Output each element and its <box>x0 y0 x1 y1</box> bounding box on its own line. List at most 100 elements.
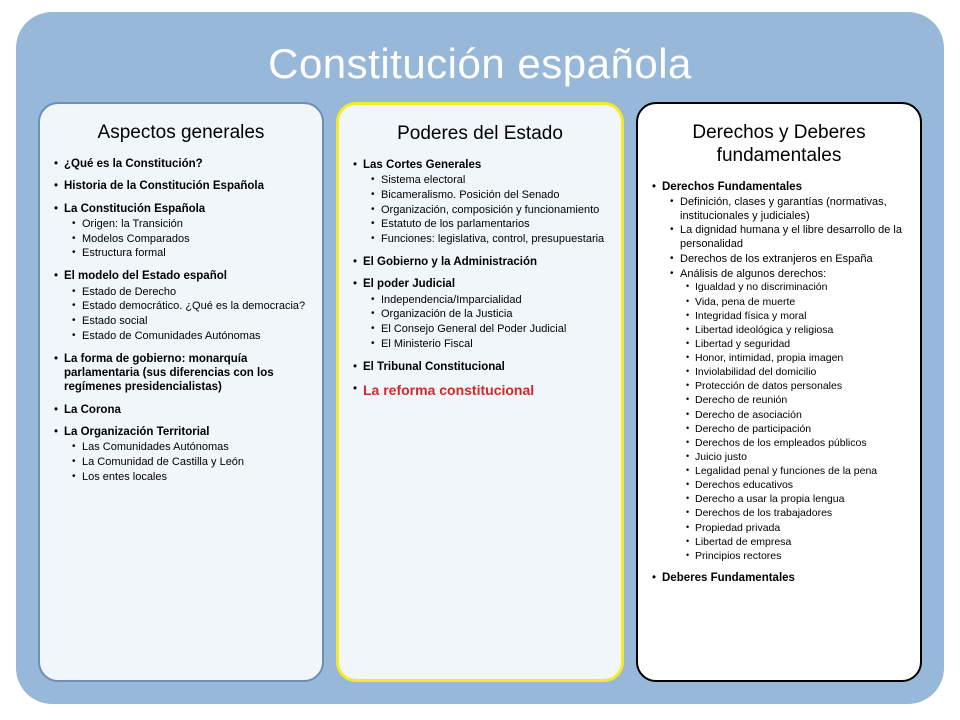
list-item: Juicio justo <box>686 451 908 464</box>
list-item-label: Libertad y seguridad <box>695 338 790 350</box>
list-level-1: ¿Qué es la Constitución? Historia de la C… <box>52 157 310 485</box>
list-item: La Comunidad de Castilla y León <box>72 456 310 470</box>
list-level-2: Origen: la Transición Modelos Comparados E… <box>64 218 310 261</box>
list-item-label: Derecho de reunión <box>695 394 787 406</box>
list-item: Protección de datos personales <box>686 380 908 393</box>
list-item: Análisis de algunos derechos:Igualdad y … <box>670 268 908 563</box>
list-item-label: Estado de Derecho <box>82 286 176 298</box>
list-item: Historia de la Constitución Española <box>54 179 310 193</box>
list-item-label: Estado de Comunidades Autónomas <box>82 330 261 342</box>
list-item: Independencia/Imparcialidad <box>371 294 609 308</box>
list-item: Derecho de asociación <box>686 409 908 422</box>
list-item: Organización, composición y funcionamien… <box>371 204 609 218</box>
list-item: Estado de Comunidades Autónomas <box>72 330 310 344</box>
list-item-label: Estado democrático. ¿Qué es la democraci… <box>82 300 305 312</box>
list-item-label: Los entes locales <box>82 471 167 483</box>
list-item-label: Derecho de asociación <box>695 409 802 421</box>
list-item-label: Deberes Fundamentales <box>662 572 795 584</box>
list-item-label: Integridad física y moral <box>695 310 806 322</box>
list-item-label: Derechos educativos <box>695 479 793 491</box>
list-item-label: La Comunidad de Castilla y León <box>82 456 244 468</box>
list-item: La Organización Territorial Las Comunidad… <box>54 425 310 485</box>
column-header: Derechos y Deberes fundamentales <box>650 122 908 168</box>
list-item: Legalidad penal y funciones de la pena <box>686 465 908 478</box>
list-item-label: Libertad de empresa <box>695 536 791 548</box>
list-item-label: Vida, pena de muerte <box>695 296 795 308</box>
column-poderes-del-estado: Poderes del Estado Las Cortes Generales Si… <box>336 102 624 682</box>
list-item: Libertad y seguridad <box>686 338 908 351</box>
column-aspectos-generales: Aspectos generales ¿Qué es la Constitució… <box>38 102 324 682</box>
list-item: La dignidad humana y el libre desarrollo… <box>670 224 908 252</box>
list-item-label: Estructura formal <box>82 247 166 259</box>
list-item-label: El modelo del Estado español <box>64 270 227 282</box>
list-item-label: Inviolabilidad del domicilio <box>695 366 816 378</box>
list-item-label: Derecho a usar la propia lengua <box>695 493 844 505</box>
list-item: Bicameralismo. Posición del Senado <box>371 189 609 203</box>
list-item-label: El Tribunal Constitucional <box>363 361 505 373</box>
list-item-label: Igualdad y no discriminación <box>695 281 828 293</box>
list-item-label: Análisis de algunos derechos: <box>680 268 826 280</box>
list-item: Igualdad y no discriminación <box>686 281 908 294</box>
list-item-label: El Gobierno y la Administración <box>363 256 537 268</box>
list-item-label: Organización, composición y funcionamien… <box>381 204 599 216</box>
list-item: Derechos de los empleados públicos <box>686 437 908 450</box>
list-item: El poder JudicialIndependencia/Imparcial… <box>353 277 609 351</box>
list-item-label: Protección de datos personales <box>695 380 842 392</box>
list-item: Estado de Derecho <box>72 286 310 300</box>
list-item-label: La forma de gobierno: monarquía parlamen… <box>64 353 274 394</box>
list-level-2: Estado de Derecho Estado democrático. ¿Qu… <box>64 286 310 344</box>
list-item-label: Honor, intimidad, propia imagen <box>695 352 843 364</box>
list-item-label: Organización de la Justicia <box>381 308 512 320</box>
list-item-label: Derechos de los trabajadores <box>695 507 832 519</box>
list-item: Honor, intimidad, propia imagen <box>686 352 908 365</box>
list-item: Derechos educativos <box>686 479 908 492</box>
list-item: Las Comunidades Autónomas <box>72 441 310 455</box>
list-item-label: Bicameralismo. Posición del Senado <box>381 189 560 201</box>
list-item: Organización de la Justicia <box>371 308 609 322</box>
list-item-label: Derechos Fundamentales <box>662 181 802 193</box>
list-item: ¿Qué es la Constitución? <box>54 157 310 171</box>
list-item-label: Juicio justo <box>695 451 747 463</box>
list-item: Derechos de los extranjeros en España <box>670 253 908 267</box>
page-title: Constitución española <box>38 40 922 88</box>
list-level-3: Igualdad y no discriminación Vida, pena d… <box>680 281 908 563</box>
list-item-label: Independencia/Imparcialidad <box>381 294 522 306</box>
list-level-1: Las Cortes Generales Sistema electoralBic… <box>351 158 609 400</box>
list-item-label: Derecho de participación <box>695 423 811 435</box>
column-header: Aspectos generales <box>52 122 310 145</box>
list-item: Vida, pena de muerte <box>686 296 908 309</box>
list-item-label: Estatuto de los parlamentarios <box>381 218 530 230</box>
stage: Constitución española Aspectos generales… <box>0 0 960 720</box>
list-item: Estado social <box>72 315 310 329</box>
list-item: Derechos Fundamentales Definición, clases… <box>652 180 908 563</box>
list-item-label: Las Cortes Generales <box>363 159 481 171</box>
list-item-label: Principios rectores <box>695 550 781 562</box>
list-item: El modelo del Estado español Estado de De… <box>54 269 310 343</box>
list-item: Las Cortes Generales Sistema electoralBic… <box>353 158 609 247</box>
columns-container: Aspectos generales ¿Qué es la Constitució… <box>38 102 922 682</box>
list-item-label: Definición, clases y garantías (normativ… <box>680 196 887 222</box>
list-item-label: Origen: la Transición <box>82 218 183 230</box>
list-item: Funciones: legislativa, control, presupu… <box>371 233 609 247</box>
list-level-2: Independencia/Imparcialidad Organización … <box>363 294 609 352</box>
list-item: Estado democrático. ¿Qué es la democraci… <box>72 300 310 314</box>
list-item-label: La dignidad humana y el libre desarrollo… <box>680 224 902 250</box>
list-item: El Consejo General del Poder Judicial <box>371 323 609 337</box>
list-item: Modelos Comparados <box>72 233 310 247</box>
list-level-1: Derechos Fundamentales Definición, clases… <box>650 180 908 586</box>
list-item: Derechos de los trabajadores <box>686 507 908 520</box>
list-item: Principios rectores <box>686 550 908 563</box>
list-level-2: Sistema electoralBicameralismo. Posición… <box>363 174 609 247</box>
column-header: Poderes del Estado <box>351 123 609 146</box>
column-derechos-deberes: Derechos y Deberes fundamentales Derechos… <box>636 102 922 682</box>
list-item-label: Modelos Comparados <box>82 233 190 245</box>
list-item-label: La Organización Territorial <box>64 426 210 438</box>
list-item: Estructura formal <box>72 247 310 261</box>
list-item: Origen: la Transición <box>72 218 310 232</box>
list-level-2: Las Comunidades AutónomasLa Comunidad de… <box>64 441 310 484</box>
list-item-label: Estado social <box>82 315 147 327</box>
list-item: Deberes Fundamentales <box>652 571 908 585</box>
list-item: Derecho de participación <box>686 423 908 436</box>
list-item-label: ¿Qué es la Constitución? <box>64 158 203 170</box>
list-item: El Gobierno y la Administración <box>353 255 609 269</box>
